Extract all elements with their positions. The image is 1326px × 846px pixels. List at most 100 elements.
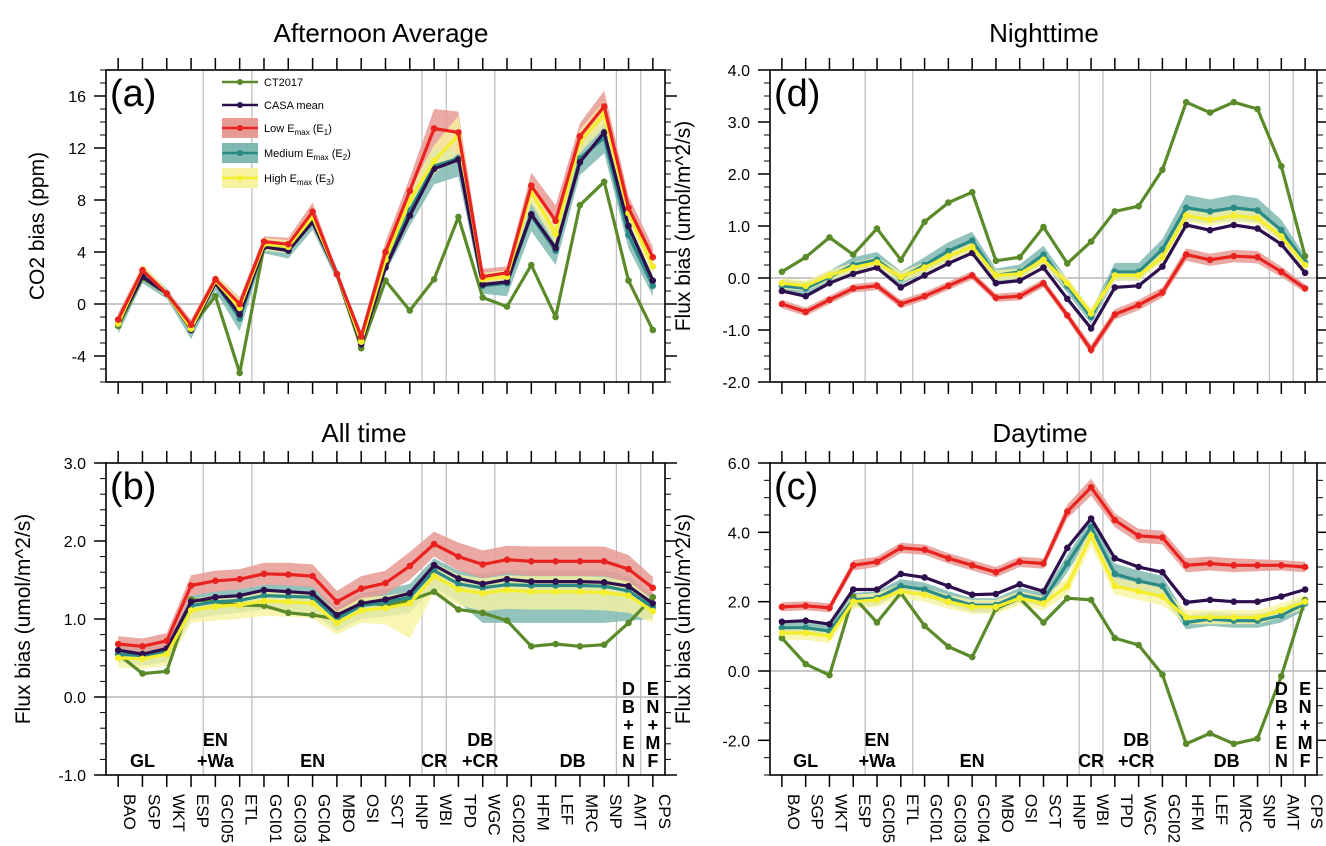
high-point (1182, 614, 1190, 621)
ecosystem-label: EN +Wa (197, 730, 235, 771)
casa-point (600, 129, 608, 136)
ct2017-legend-marker (237, 79, 243, 85)
ecosystem-label-line: E (647, 679, 659, 699)
x-tick-label: GCI04 (974, 794, 993, 843)
ecosystem-label-line: F (647, 751, 658, 771)
x-tick-label: SCT (388, 794, 407, 828)
medium-point (968, 237, 976, 244)
casa-point (849, 586, 857, 593)
low-point (1064, 312, 1071, 319)
ecosystem-label-line: M (645, 733, 660, 753)
medium-legend-marker (237, 150, 243, 156)
ecosystem-label-line: D (622, 679, 635, 699)
casa-point (1111, 284, 1119, 291)
ct2017-point (552, 640, 559, 648)
x-tick-label: GCI05 (217, 794, 236, 843)
casa-point (921, 574, 928, 581)
x-tick-label: GCI02 (1164, 794, 1183, 843)
high-point (1254, 214, 1261, 222)
ct2017-point (1087, 238, 1095, 245)
medium-point (285, 593, 292, 600)
medium-point (503, 581, 511, 588)
low-legend-label: Low Emax (E1) (264, 123, 332, 137)
ct2017-point (1064, 594, 1071, 602)
casa-point (897, 570, 905, 578)
low-point (992, 568, 1000, 576)
high-point (285, 598, 292, 606)
panel-label: (c) (774, 466, 818, 508)
ecosystem-label-line: CR (1078, 751, 1104, 771)
low-point (849, 285, 857, 292)
casa-point (576, 159, 584, 166)
low-point (212, 577, 219, 585)
ct2017-point (873, 619, 881, 626)
y-tick-label: 3.0 (64, 456, 86, 473)
ct2017-point (455, 606, 462, 613)
panel-title: All time (321, 418, 406, 448)
high-point (1206, 614, 1214, 621)
low-point (236, 575, 243, 583)
low-point (778, 603, 786, 611)
x-tick-label: WGC (1141, 794, 1160, 836)
casa-point (802, 292, 809, 300)
low-legend-marker (237, 125, 243, 131)
y-tick-label: 0.0 (64, 690, 86, 707)
low-point (285, 240, 292, 248)
low-point (528, 558, 535, 565)
casa-series-line (781, 223, 1307, 330)
x-tick-label: CPS (655, 794, 674, 829)
high-point (309, 600, 316, 607)
x-tick-label: WKT (832, 794, 851, 832)
ecosystem-label-line: D (1275, 679, 1288, 699)
casa-point (1111, 555, 1119, 562)
ct2017-point (600, 178, 608, 186)
ct2017-point (455, 213, 462, 221)
low-point (1016, 292, 1023, 300)
ct2017-point (1040, 619, 1047, 626)
low-point (802, 602, 809, 610)
ecosystem-label-line: GL (130, 751, 155, 771)
casa-point (1230, 598, 1238, 605)
high-point (778, 629, 786, 637)
x-tick-label: LEF (558, 794, 577, 825)
low-point (187, 582, 195, 589)
panel-b: All time -1.0 0.0 1.0 2.0 3.0 BAO SGP WKT ESP GCI0… (12, 418, 677, 843)
x-tick-label: GCI03 (950, 794, 969, 843)
y-tick-label: 12 (68, 141, 86, 158)
y-tick-label: 3.0 (728, 115, 750, 132)
casa-point (1087, 515, 1095, 522)
high-point (212, 603, 219, 610)
y-axis-label: Flux bias (umol/m^2/s) (672, 514, 695, 725)
x-tick-label: WGC (485, 794, 504, 836)
panel-a: Afternoon Average -4 0 4 8 12 16 CO2 bias (ppm)… (26, 18, 677, 394)
casa-point (576, 578, 584, 585)
high-point (1159, 593, 1166, 600)
high-point (649, 263, 657, 270)
high-point (992, 272, 1000, 279)
casa-point (114, 646, 122, 654)
high-band-area (118, 101, 653, 347)
ecosystem-label-line: E (1275, 733, 1287, 753)
high-point (1111, 272, 1119, 279)
ecosystem-label-line: DB (560, 751, 586, 771)
ecosystem-label-line: +Wa (197, 751, 235, 771)
high-point (1278, 607, 1285, 614)
ct2017-point (528, 261, 535, 269)
casa-point (455, 156, 462, 163)
high-point (1182, 212, 1190, 219)
x-tick-label: ETL (903, 794, 922, 825)
casa-point (455, 575, 462, 582)
casa-point (1254, 225, 1261, 232)
ct2017-point (479, 609, 487, 617)
y-axis-label: Flux bias (umol/m^2/s) (12, 514, 35, 725)
legend: CT2017 CASA mean Low Emax (E1) Medium Emax … (222, 77, 351, 188)
ecosystem-label-line: B (1275, 697, 1288, 717)
low-point (1040, 279, 1047, 287)
low-point (945, 282, 952, 290)
casa-point (285, 588, 292, 595)
y-tick-label: 0.0 (728, 664, 750, 681)
casa-point (649, 600, 657, 607)
low-point (309, 208, 316, 215)
low-point (576, 558, 584, 565)
panel-label: (a) (110, 73, 156, 115)
